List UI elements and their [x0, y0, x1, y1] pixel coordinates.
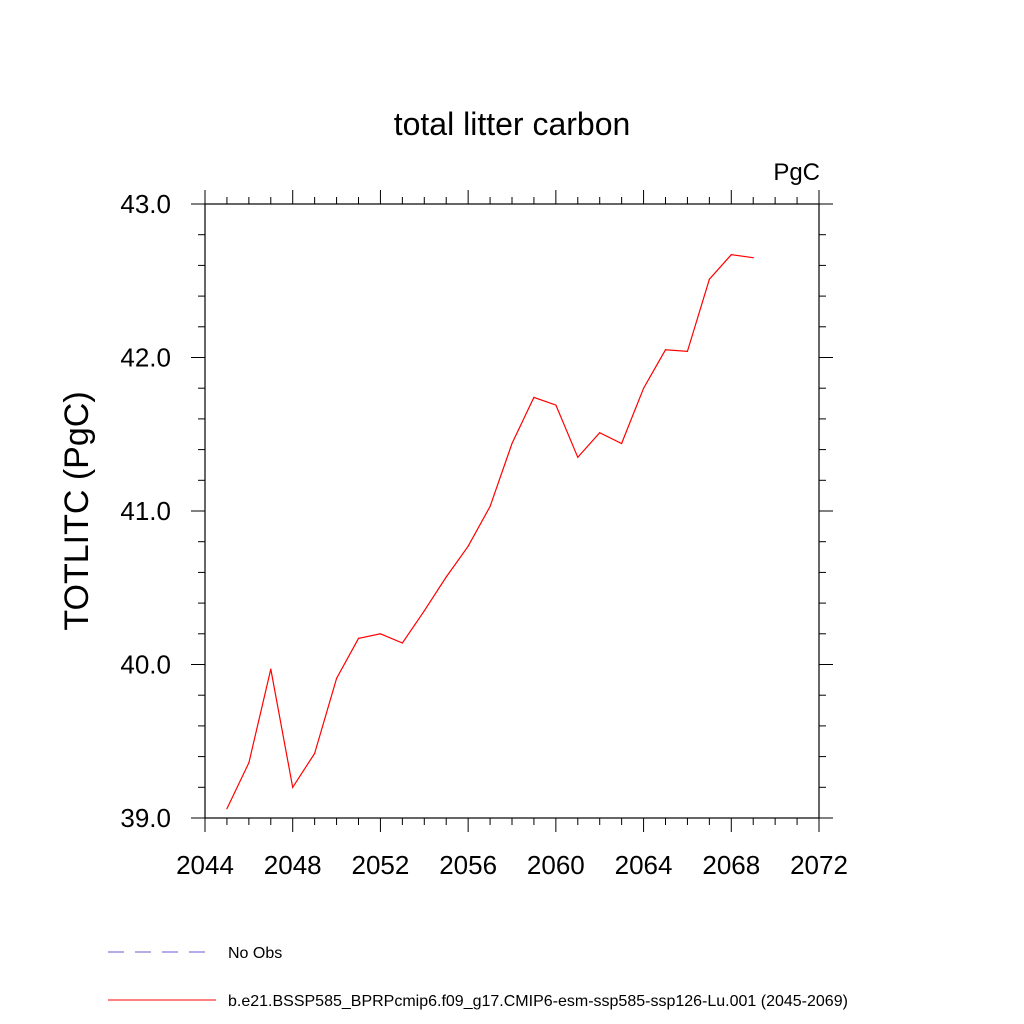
data-point [335, 677, 338, 679]
plot-frame [204, 203, 820, 819]
data-point [708, 278, 710, 280]
data-point [621, 442, 623, 445]
data-point [577, 456, 579, 458]
y-tick-label: 40.0 [120, 650, 171, 680]
data-point [533, 396, 535, 399]
data-point [467, 545, 469, 547]
x-tick-label: 2048 [264, 850, 322, 880]
x-tick-label: 2064 [615, 850, 673, 880]
tick-labels: 2044 2048 2052 2056 2060 2064 2068 2072 39.0 40.0… [120, 189, 848, 880]
legend-label: b.e21.BSSP585_BPRPcmip6.f09_g17.CMIP6-es… [228, 993, 848, 1010]
y-tick-label: 42.0 [120, 343, 171, 373]
data-point [511, 442, 513, 445]
y-axis-label: TOTLITC (PgC) [58, 391, 96, 630]
data-point [379, 633, 382, 635]
data-point [248, 762, 250, 764]
x-tick-label: 2068 [702, 850, 760, 880]
data-point [599, 432, 601, 434]
data-point [489, 505, 491, 507]
data-point [642, 387, 645, 389]
series-layer [226, 254, 754, 810]
chart-title: total litter carbon [394, 106, 631, 142]
x-tick-label: 2044 [176, 850, 234, 880]
x-tick-label: 2056 [439, 850, 497, 880]
data-point [730, 254, 732, 256]
data-point [270, 668, 272, 670]
data-point [686, 350, 689, 352]
data-point [555, 404, 557, 406]
legend: No Obs b.e21.BSSP585_BPRPcmip6.f09_g17.CM… [108, 945, 848, 1010]
data-point [357, 637, 360, 640]
x-tick-label: 2072 [790, 850, 848, 880]
axis-ticks [191, 190, 833, 832]
data-point [292, 786, 294, 788]
data-point [314, 752, 316, 755]
y-tick-label: 39.0 [120, 803, 171, 833]
data-point [445, 576, 447, 578]
x-tick-label: 2060 [527, 850, 585, 880]
y-tick-label: 41.0 [120, 496, 171, 526]
series-line [226, 254, 754, 810]
data-point [752, 257, 754, 259]
legend-label: No Obs [228, 945, 282, 962]
units-label: PgC [773, 159, 820, 186]
x-tick-label: 2052 [352, 850, 410, 880]
data-point [423, 610, 425, 612]
y-tick-label: 43.0 [120, 189, 171, 219]
data-point [226, 808, 228, 810]
data-point [664, 349, 667, 351]
data-point [401, 642, 403, 644]
